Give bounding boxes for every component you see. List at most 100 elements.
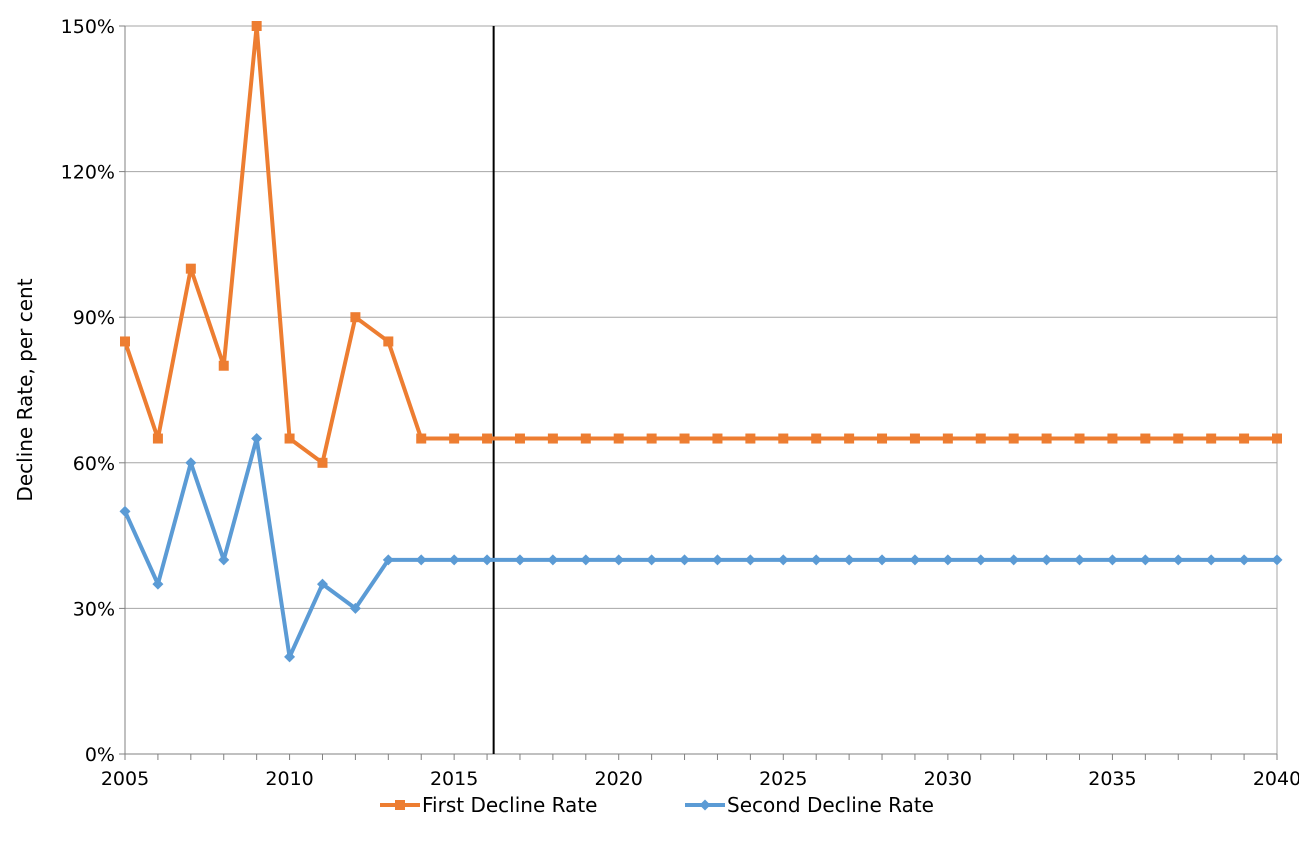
legend-swatch-marker-2 [699, 799, 711, 811]
series-2-point-0 [119, 505, 131, 517]
series-1-point-6 [317, 457, 328, 468]
series-2-point-4 [251, 433, 263, 445]
gridlines [125, 25, 1277, 609]
x-tick-label-5: 2030 [924, 768, 972, 790]
series-1-point-35 [1272, 433, 1282, 444]
series-1-point-12 [514, 433, 525, 444]
series-1-point-20 [778, 433, 789, 444]
y-axis-title: Decline Rate, per cent [13, 278, 37, 501]
series-1-point-21 [811, 433, 822, 444]
series-1-point-34 [1239, 433, 1250, 444]
axes [124, 26, 1277, 760]
series-2-point-5 [284, 651, 296, 663]
legend-item-2: Second Decline Rate [685, 793, 934, 817]
series-2-point-34 [1238, 554, 1250, 566]
series-1-point-32 [1173, 433, 1184, 444]
series-2-point-11 [481, 554, 493, 566]
y-axis-ticks: 0% 30% 60% 90% 120% 150% [61, 16, 125, 766]
series-2-point-31 [1139, 554, 1151, 566]
series-1-point-25 [942, 433, 953, 444]
series-2-point-6 [316, 578, 328, 590]
series-2-point-14 [580, 554, 592, 566]
legend-swatch-marker-1 [395, 800, 405, 810]
series-1-point-18 [712, 433, 723, 444]
series-2-point-19 [744, 554, 756, 566]
x-tick-label-4: 2025 [759, 768, 807, 790]
series-2-point-30 [1106, 554, 1118, 566]
series-1-point-7 [350, 312, 361, 323]
series-2-point-10 [448, 554, 460, 566]
series-1-point-3 [218, 360, 229, 371]
series-2-line [123, 436, 1277, 659]
series-2-point-27 [1008, 554, 1020, 566]
series-2-point-24 [909, 554, 921, 566]
series-2-point-8 [382, 554, 394, 566]
series-1-point-14 [580, 433, 591, 444]
legend-item-1: First Decline Rate [380, 793, 597, 817]
series-2-point-22 [843, 554, 855, 566]
series-1-point-19 [745, 433, 756, 444]
legend-label-1: First Decline Rate [422, 793, 597, 817]
series-1-point-24 [909, 433, 920, 444]
series-2-point-2 [185, 457, 197, 469]
series-2-point-13 [547, 554, 559, 566]
x-tick-label-0: 2005 [101, 768, 149, 790]
series-2-point-15 [613, 554, 625, 566]
y-tick-label-5: 150% [61, 16, 115, 38]
y-tick-label-0: 0% [85, 744, 115, 766]
series-1-point-13 [547, 433, 558, 444]
x-tick-label-3: 2020 [595, 768, 643, 790]
series-2-point-23 [876, 554, 888, 566]
series-1-line [123, 24, 1277, 465]
series-2-point-28 [1041, 554, 1053, 566]
x-tick-label-1: 2010 [265, 768, 313, 790]
series-1-point-31 [1140, 433, 1151, 444]
series-2-point-17 [679, 554, 691, 566]
y-tick-label-1: 30% [73, 598, 115, 620]
series-1-point-29 [1074, 433, 1085, 444]
series-2-point-35 [1271, 554, 1283, 566]
series-1-point-1 [152, 433, 163, 444]
y-tick-label-2: 60% [73, 453, 115, 475]
series-1-point-17 [679, 433, 690, 444]
series-2-point-29 [1074, 554, 1086, 566]
series-1-point-0 [120, 336, 130, 347]
series-1-point-22 [844, 433, 855, 444]
x-tick-label-7: 2040 [1253, 768, 1299, 790]
series-1-point-30 [1107, 433, 1118, 444]
series-1-point-4 [251, 21, 262, 31]
series-2-point-21 [810, 554, 822, 566]
series-1-point-23 [877, 433, 888, 444]
series-1-point-10 [449, 433, 460, 444]
series-2-point-3 [218, 554, 230, 566]
series-1-point-28 [1041, 433, 1052, 444]
series-1 [120, 21, 1282, 468]
legend: First Decline Rate Second Decline Rate [380, 793, 934, 817]
series-1-point-2 [185, 263, 196, 274]
series-2-point-7 [349, 602, 361, 614]
y-tick-label-4: 120% [61, 162, 115, 184]
series-1-point-16 [646, 433, 657, 444]
x-tick-label-2: 2015 [430, 768, 478, 790]
series-1-point-8 [383, 336, 394, 347]
legend-label-2: Second Decline Rate [727, 793, 934, 817]
series-1-point-33 [1206, 433, 1217, 444]
series-1-point-15 [613, 433, 624, 444]
series-2-point-33 [1205, 554, 1217, 566]
x-tick-label-6: 2035 [1088, 768, 1136, 790]
series-2-point-1 [152, 578, 164, 590]
series-2-point-16 [646, 554, 658, 566]
x-axis-ticks: 2005 2010 2015 2020 2025 2030 2035 2040 [101, 754, 1299, 790]
series-1-point-27 [1008, 433, 1019, 444]
series-layer [119, 21, 1283, 663]
series-2-point-20 [777, 554, 789, 566]
series-2-point-9 [415, 554, 427, 566]
series-2 [119, 433, 1283, 663]
series-1-point-26 [975, 433, 986, 444]
series-2-point-12 [514, 554, 526, 566]
series-1-point-11 [482, 433, 493, 444]
y-tick-label-3: 90% [73, 307, 115, 329]
series-2-point-26 [975, 554, 987, 566]
plot-area [124, 25, 1278, 755]
